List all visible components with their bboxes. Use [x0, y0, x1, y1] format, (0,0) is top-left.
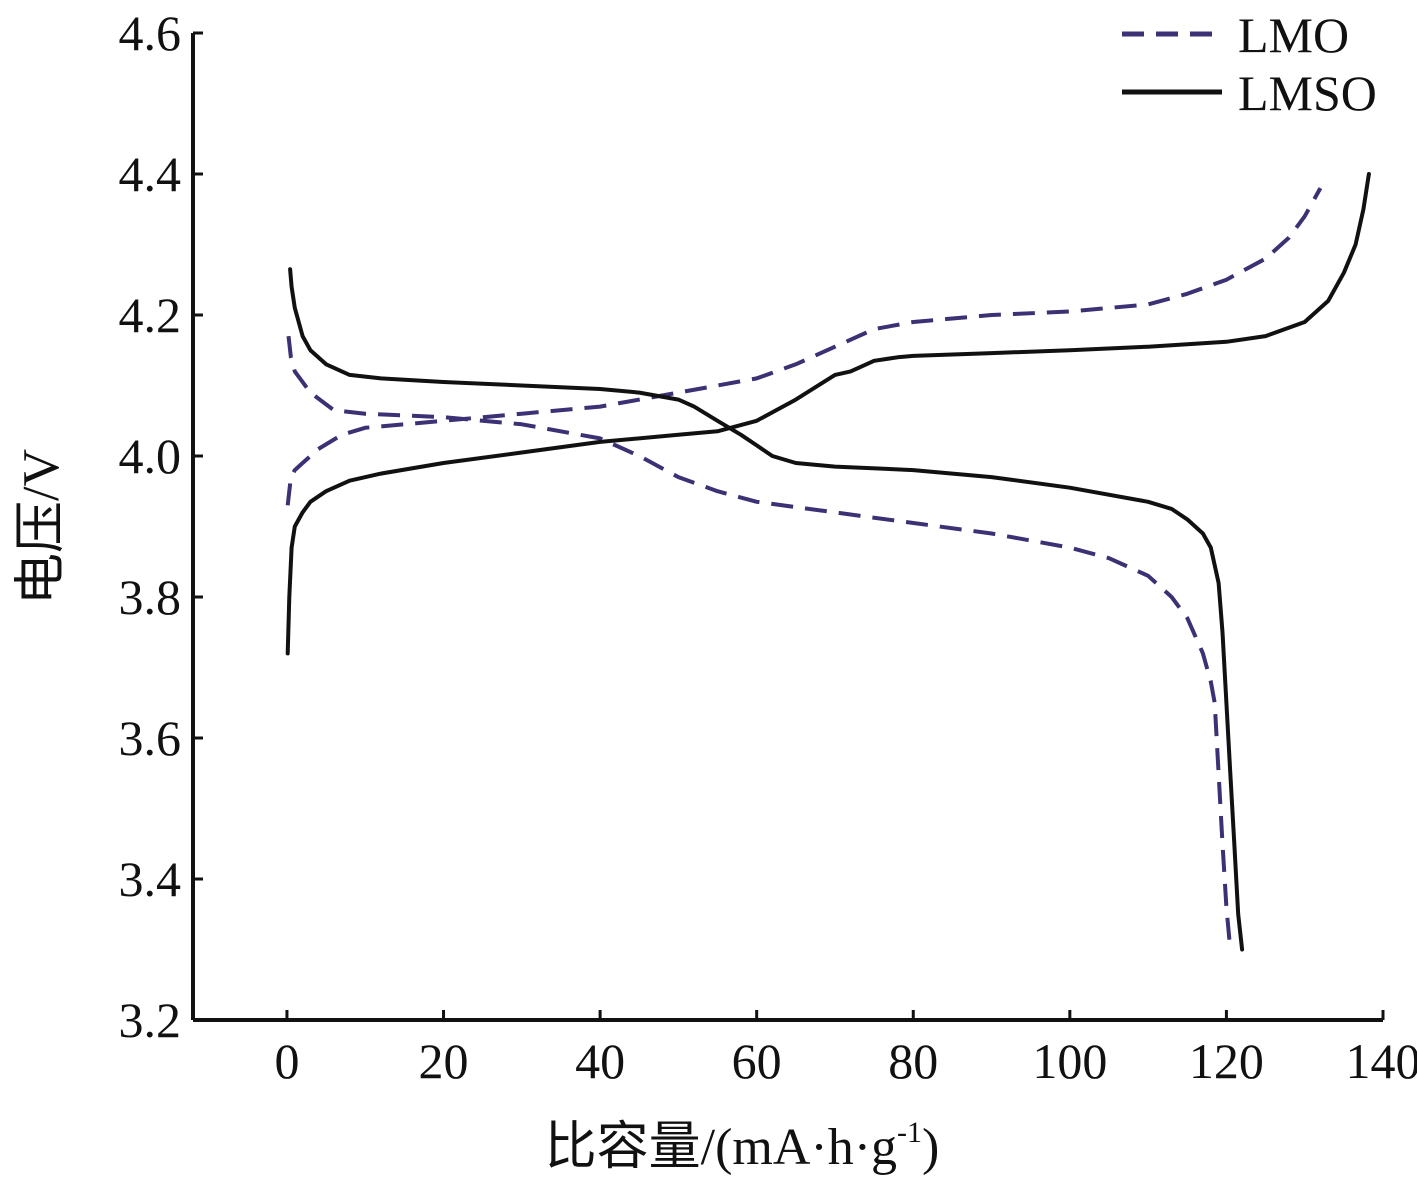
- x-tick-label: 140: [1346, 1033, 1417, 1089]
- series-lmo-discharge-line: [289, 336, 1231, 949]
- series-lmo: [288, 188, 1321, 949]
- series-lmso-charge-line: [288, 174, 1369, 653]
- x-axis-title-main: 比容量/(mA·h·g: [545, 1119, 897, 1176]
- y-tick-label: 4.4: [119, 146, 182, 202]
- y-axis-title: 电压/V: [13, 449, 70, 605]
- x-tick-label: 80: [888, 1033, 938, 1089]
- y-tick-label: 3.2: [119, 992, 182, 1048]
- y-tick-label: 4.0: [119, 428, 182, 484]
- x-axis-title: 比容量/(mA·h·g-1): [545, 1116, 940, 1176]
- y-tick-label: 3.6: [119, 710, 182, 766]
- legend-label-lmo: LMO: [1238, 7, 1349, 63]
- series-lmso-discharge-line: [290, 269, 1242, 949]
- y-tick-label: 3.8: [119, 569, 182, 625]
- series-layer: [288, 174, 1369, 950]
- x-axis-title-sup: -1: [897, 1116, 922, 1149]
- axes-layer: 3.2 3.4 3.6 3.8 4.0 4.2 4.4 4.6 0 20 40 60 80 100 120 1…: [119, 5, 1417, 1089]
- y-tick-label: 4.2: [119, 287, 182, 343]
- labels-layer: 电压/V 比容量/(mA·h·g-1): [13, 449, 939, 1176]
- x-tick-label: 20: [419, 1033, 469, 1089]
- x-axis-title-close: ): [922, 1119, 939, 1176]
- series-lmso: [288, 174, 1369, 950]
- legend-label-lmso: LMSO: [1238, 65, 1377, 121]
- x-tick-label: 60: [732, 1033, 782, 1089]
- x-tick-label: 0: [274, 1033, 299, 1089]
- x-tick-label: 100: [1032, 1033, 1107, 1089]
- y-tick-label: 3.4: [119, 851, 182, 907]
- y-tick-label: 4.6: [119, 5, 182, 61]
- x-tick-label: 120: [1189, 1033, 1264, 1089]
- x-tick-label: 40: [575, 1033, 625, 1089]
